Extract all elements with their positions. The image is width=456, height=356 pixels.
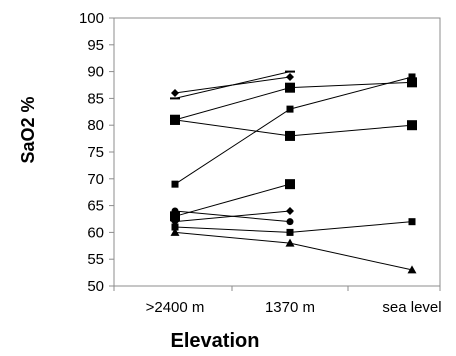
data-point-square bbox=[171, 223, 179, 231]
data-point-square bbox=[286, 228, 294, 236]
series-line bbox=[170, 179, 295, 222]
data-point-diamond bbox=[286, 206, 294, 215]
y-tick-label: 95 bbox=[87, 37, 104, 54]
data-point-square bbox=[407, 77, 417, 88]
data-point-triangle bbox=[170, 227, 180, 236]
data-point-square bbox=[408, 218, 416, 226]
data-point-square bbox=[285, 82, 295, 93]
data-point-circle bbox=[171, 207, 179, 215]
y-tick-label: 60 bbox=[87, 224, 104, 241]
y-tick-label: 90 bbox=[87, 64, 104, 81]
data-point-square bbox=[170, 114, 180, 125]
data-point-square bbox=[408, 73, 416, 81]
y-tick-label: 50 bbox=[87, 278, 104, 295]
y-tick-label: 75 bbox=[87, 144, 104, 161]
data-point-triangle bbox=[407, 265, 417, 274]
y-tick-label: 65 bbox=[87, 198, 104, 215]
data-point-square bbox=[285, 179, 295, 190]
y-tick-label: 55 bbox=[87, 251, 104, 268]
series-line bbox=[170, 227, 417, 274]
x-tick-label: 1370 m bbox=[265, 299, 315, 316]
y-tick-label: 80 bbox=[87, 117, 104, 134]
series-line bbox=[171, 207, 294, 226]
data-point-square bbox=[171, 180, 179, 188]
data-point-circle bbox=[286, 218, 294, 226]
series-path bbox=[174, 71, 291, 99]
y-tick-label: 85 bbox=[87, 90, 104, 107]
series-layer bbox=[170, 70, 417, 274]
series-path bbox=[174, 210, 291, 223]
y-tick-label: 100 bbox=[79, 10, 104, 27]
data-point-triangle bbox=[285, 238, 295, 247]
series-line bbox=[171, 218, 416, 236]
data-point-square bbox=[286, 105, 294, 113]
data-point-diamond bbox=[286, 72, 294, 81]
data-point-square bbox=[170, 211, 180, 222]
series-line bbox=[170, 114, 417, 141]
y-axis-ticks: 50 55 60 65 70 75 80 85 90 95 100 bbox=[79, 10, 114, 295]
series-line bbox=[170, 70, 295, 100]
data-point-square bbox=[285, 130, 295, 141]
series-path bbox=[174, 183, 291, 217]
series-line bbox=[171, 73, 416, 188]
y-tick-label: 70 bbox=[87, 171, 104, 188]
x-tick-label: sea level bbox=[382, 299, 441, 316]
data-point-diamond bbox=[171, 89, 179, 98]
data-point-square bbox=[407, 120, 417, 131]
x-tick-label: >2400 m bbox=[146, 299, 205, 316]
y-axis-title: SaO2 % bbox=[18, 96, 38, 163]
x-axis-ticks: >2400 m 1370 m sea level bbox=[113, 286, 442, 316]
x-axis-title: Elevation bbox=[171, 330, 260, 352]
